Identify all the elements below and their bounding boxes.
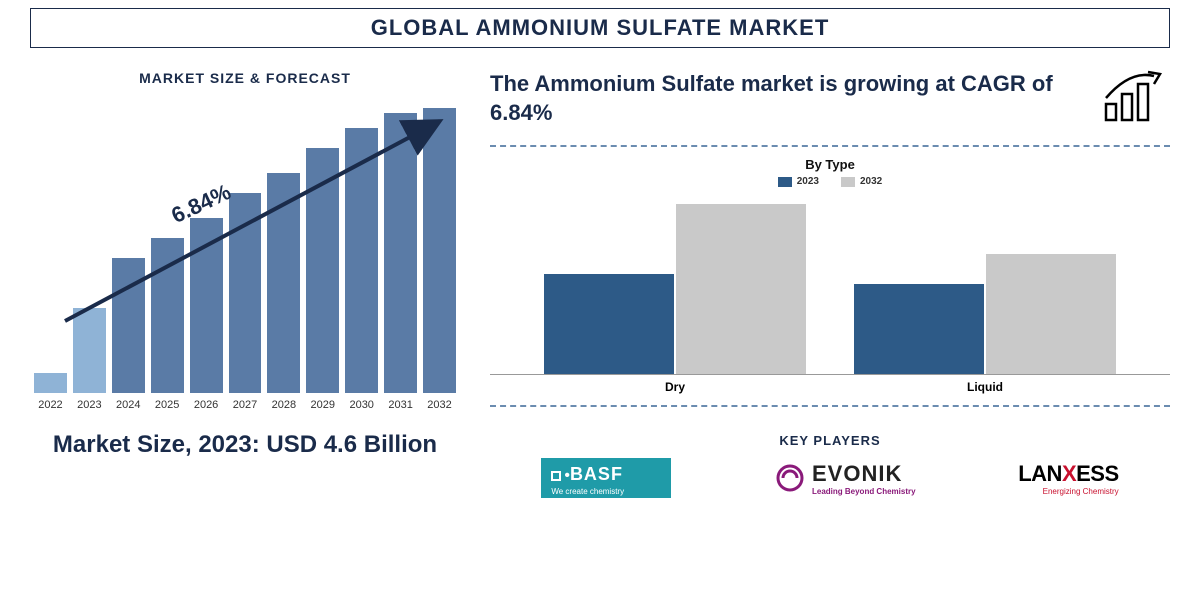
lanxess-tagline: Energizing Chemistry [1018, 487, 1118, 496]
evonik-tagline: Leading Beyond Chemistry [812, 487, 916, 496]
right-column: The Ammonium Sulfate market is growing a… [490, 70, 1170, 498]
forecast-bar-chart: 6.84% 2022202320242025202620272028202920… [30, 111, 460, 411]
left-column: MARKET SIZE & FORECAST 6.84% 20222023202… [30, 70, 460, 498]
forecast-bar: 2030 [345, 128, 378, 411]
basf-logo: •BASF We create chemistry [541, 458, 671, 498]
growth-chart-icon [1100, 70, 1170, 125]
evonik-icon [774, 462, 806, 494]
divider [490, 405, 1170, 407]
forecast-bar: 2023 [73, 308, 106, 411]
type-group: Dry [520, 195, 830, 374]
type-bar-chart: DryLiquid [490, 195, 1170, 375]
forecast-bar: 2022 [34, 373, 67, 411]
basf-brand: BASF [570, 464, 623, 484]
right-header: The Ammonium Sulfate market is growing a… [490, 70, 1170, 127]
forecast-bar: 2027 [229, 193, 262, 411]
type-chart-title: By Type [490, 157, 1170, 172]
lanxess-logo: LANXESS Energizing Chemistry [1018, 461, 1118, 496]
lanxess-brand: LANXESS [1018, 461, 1118, 487]
content-row: MARKET SIZE & FORECAST 6.84% 20222023202… [30, 70, 1170, 498]
evonik-brand: EVONIK [812, 461, 916, 487]
forecast-bar: 2025 [151, 238, 184, 411]
basf-tagline: We create chemistry [551, 487, 661, 496]
evonik-logo: EVONIK Leading Beyond Chemistry [774, 461, 916, 496]
basf-square-icon [551, 471, 561, 481]
forecast-bar: 2031 [384, 113, 417, 411]
forecast-heading: MARKET SIZE & FORECAST [30, 70, 460, 86]
forecast-bar: 2028 [267, 173, 300, 411]
market-size-text: Market Size, 2023: USD 4.6 Billion [30, 429, 460, 460]
forecast-bar: 2029 [306, 148, 339, 411]
legend-item-2023: 2023 [778, 176, 819, 187]
legend-item-2032: 2032 [841, 176, 882, 187]
forecast-bar: 2026 [190, 218, 223, 411]
headline-text: The Ammonium Sulfate market is growing a… [490, 70, 1080, 127]
type-legend: 2023 2032 [490, 176, 1170, 187]
type-group: Liquid [830, 195, 1140, 374]
forecast-bar: 2032 [423, 108, 456, 411]
legend-label-2023: 2023 [797, 176, 819, 187]
forecast-bar: 2024 [112, 258, 145, 411]
legend-label-2032: 2032 [860, 176, 882, 187]
page-title: GLOBAL AMMONIUM SULFATE MARKET [30, 8, 1170, 48]
divider [490, 145, 1170, 147]
logos-row: •BASF We create chemistry EVONIK Leading… [490, 458, 1170, 498]
key-players-heading: KEY PLAYERS [490, 433, 1170, 448]
